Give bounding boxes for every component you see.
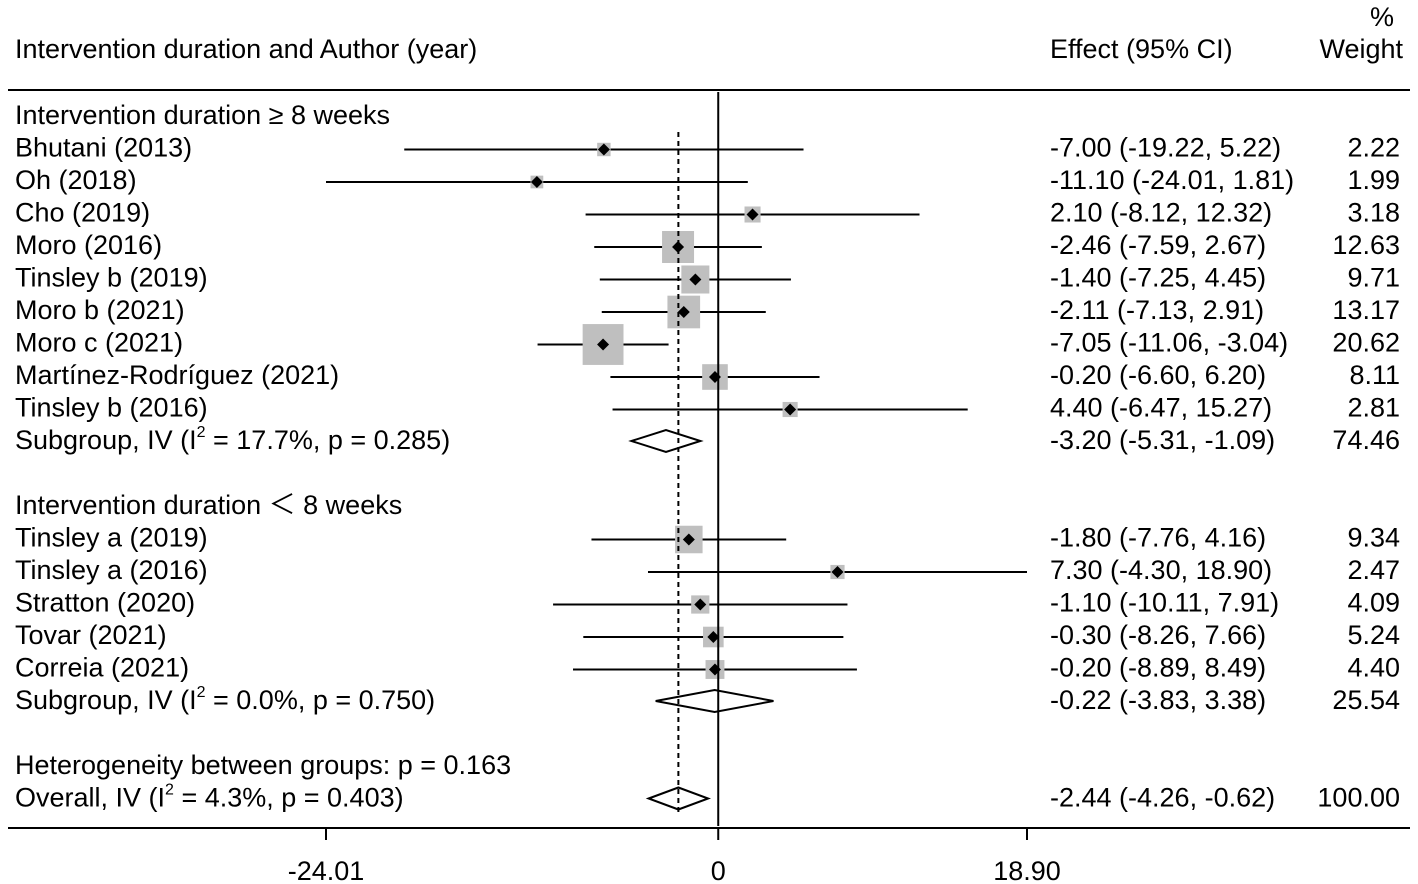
point-estimate [597,143,610,156]
weight-text: 2.22 [1347,133,1400,163]
effect-column-header: Effect (95% CI) [1050,34,1233,64]
tick-label: 18.90 [993,856,1061,884]
effect-ci-text: -3.20 (-5.31, -1.09) [1050,425,1275,455]
study-label: Correia (2021) [15,653,189,683]
effect-ci-text: -7.05 (-11.06, -3.04) [1050,328,1288,358]
point-estimate [746,208,759,221]
study-label: Bhutani (2013) [15,133,192,163]
effect-ci-text: -1.40 (-7.25, 4.45) [1050,263,1266,293]
point-estimate [682,533,695,546]
weight-text: 2.47 [1347,555,1400,585]
point-estimate [784,403,797,416]
subgroup-summary-label: Subgroup, IV (I2 = 0.0%, p = 0.750) [15,684,435,715]
reference-lines [677,92,720,826]
weight-text: 5.24 [1347,620,1400,650]
weight-text: 8.11 [1349,360,1400,390]
effect-ci-text: -2.46 (-7.59, 2.67) [1050,230,1266,260]
study-label: Tinsley a (2016) [15,555,208,585]
point-estimate [597,338,610,351]
point-estimate [530,176,543,188]
weight-header-percent: % [1370,2,1394,32]
x-axis-ticks: -24.01 0 18.90 [288,828,1061,884]
subgroup-summary-label: Subgroup, IV (I2 = 17.7%, p = 0.285) [15,424,450,455]
overall-label: Overall, IV (I2 = 4.3%, p = 0.403) [15,782,404,813]
effect-ci-text: -2.44 (-4.26, -0.62) [1050,783,1275,813]
point-estimate [831,566,844,578]
point-estimate [694,598,707,611]
weight-text: 3.18 [1347,198,1400,228]
weight-text: 4.09 [1347,588,1400,618]
weight-text: 1.99 [1347,165,1400,195]
subgroup-header: Intervention duration ＜ 8 weeks [15,490,402,520]
weight-column-header: Weight [1319,34,1403,64]
weight-text: 2.81 [1347,393,1400,423]
study-label: Oh (2018) [15,165,137,195]
effect-ci-text: -0.20 (-6.60, 6.20) [1050,360,1266,390]
study-label: Moro b (2021) [15,295,185,325]
study-label: Martínez-Rodríguez (2021) [15,360,339,390]
tick-label: -24.01 [288,856,365,884]
effect-ci-text: 2.10 (-8.12, 12.32) [1050,198,1272,228]
label-column-header: Intervention duration and Author (year) [15,34,477,64]
weight-text: 13.17 [1332,295,1400,325]
effect-ci-text: -0.20 (-8.89, 8.49) [1050,653,1266,683]
effect-ci-text: -11.10 (-24.01, 1.81) [1050,165,1294,195]
point-estimate [689,273,702,286]
study-label: Tinsley b (2019) [15,263,208,293]
weight-text: 4.40 [1347,653,1400,683]
point-estimate [672,241,685,253]
weight-text: 100.00 [1317,783,1400,813]
effect-ci-text: 7.30 (-4.30, 18.90) [1050,555,1272,585]
weight-text: 9.34 [1347,523,1400,553]
effect-ci-text: -1.10 (-10.11, 7.91) [1050,588,1279,618]
effect-ci-text: -7.00 (-19.22, 5.22) [1050,133,1281,163]
study-label: Tinsley b (2016) [15,393,208,423]
effect-ci-text: -0.22 (-3.83, 3.38) [1050,685,1266,715]
weight-text: 12.63 [1332,230,1400,260]
study-label: Moro c (2021) [15,328,183,358]
tick-label: 0 [711,856,726,884]
point-estimate [677,306,690,318]
study-label: Stratton (2020) [15,588,195,618]
effect-ci-text: -2.11 (-7.13, 2.91) [1050,295,1264,325]
study-label: Cho (2019) [15,198,150,228]
point-estimate [707,631,720,643]
overall-diamond [645,786,711,811]
study-label: Moro (2016) [15,230,162,260]
heterogeneity-note: Heterogeneity between groups: p = 0.163 [15,750,511,780]
effect-ci-text: 4.40 (-6.47, 15.27) [1050,393,1272,423]
subgroup-diamond [628,428,704,454]
weight-text: 9.71 [1347,263,1400,293]
effect-ci-text: -0.30 (-8.26, 7.66) [1050,620,1266,650]
subgroup-diamond [655,688,774,714]
weight-text: 25.54 [1332,685,1400,715]
weight-text: 74.46 [1332,425,1400,455]
study-label: Tinsley a (2019) [15,523,208,553]
effect-ci-text: -1.80 (-7.76, 4.16) [1050,523,1266,553]
weight-text: 20.62 [1332,328,1400,358]
study-label: Tovar (2021) [15,620,167,650]
subgroup-header: Intervention duration ≥ 8 weeks [15,100,390,130]
